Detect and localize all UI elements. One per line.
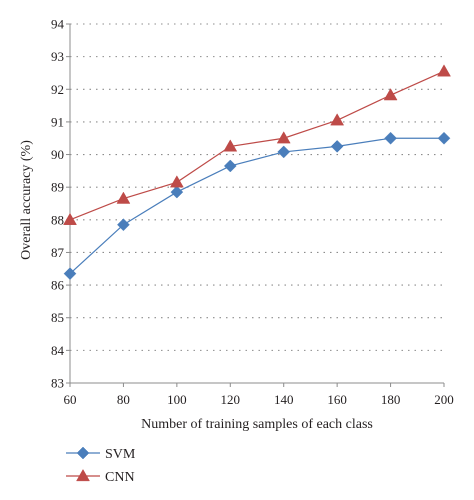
x-tick-label: 80 bbox=[117, 392, 130, 407]
y-tick-label: 90 bbox=[51, 147, 64, 162]
data-point-cnn bbox=[437, 64, 451, 77]
y-axis-title: Overall accuracy (%) bbox=[19, 140, 34, 260]
data-point-cnn bbox=[383, 88, 398, 101]
data-point-svm bbox=[277, 145, 291, 159]
data-point-svm bbox=[170, 185, 184, 199]
x-tick-label: 100 bbox=[167, 392, 187, 407]
x-tick-label: 180 bbox=[381, 392, 401, 407]
x-tick-label: 160 bbox=[327, 392, 347, 407]
y-tick-label: 87 bbox=[51, 245, 65, 260]
x-tick-label: 140 bbox=[274, 392, 294, 407]
data-point-cnn bbox=[169, 175, 184, 188]
legend-label-svm: SVM bbox=[105, 447, 136, 462]
y-tick-label: 93 bbox=[51, 49, 64, 64]
data-point-svm bbox=[330, 140, 344, 153]
y-tick-label: 92 bbox=[51, 82, 64, 97]
data-point-svm bbox=[384, 131, 397, 145]
y-tick-label: 86 bbox=[51, 278, 65, 293]
data-point-svm bbox=[117, 218, 130, 232]
y-tick-label: 83 bbox=[51, 376, 64, 391]
x-tick-label: 200 bbox=[434, 392, 454, 407]
data-point-cnn bbox=[63, 212, 77, 225]
y-tick-label: 94 bbox=[51, 17, 65, 32]
axes bbox=[66, 23, 445, 387]
legend-label-cnn: CNN bbox=[105, 470, 135, 485]
legend-item-cnn: CNN bbox=[66, 468, 135, 485]
series-svm bbox=[63, 131, 451, 281]
x-axis-title: Number of training samples of each class bbox=[141, 417, 373, 432]
data-point-svm bbox=[223, 159, 237, 173]
y-tick-label: 89 bbox=[51, 180, 64, 195]
data-point-cnn bbox=[276, 131, 291, 144]
series-line-cnn bbox=[69, 70, 445, 221]
data-point-cnn bbox=[330, 113, 345, 126]
data-point-svm bbox=[63, 267, 77, 281]
series-layer bbox=[63, 64, 451, 281]
data-point-cnn bbox=[116, 191, 131, 204]
y-tick-label: 84 bbox=[51, 343, 65, 358]
tick-labels: 83 84 85 86 87 88 89 90 91 92 93 94 60 80 100 120 140 160… bbox=[51, 17, 454, 408]
y-tick-label: 91 bbox=[51, 114, 64, 129]
legend-marker-cnn bbox=[76, 468, 90, 482]
gridlines bbox=[70, 23, 444, 351]
legend: SVM CNN bbox=[66, 446, 136, 485]
data-point-cnn bbox=[223, 139, 238, 152]
x-tick-label: 120 bbox=[221, 392, 241, 407]
y-tick-label: 85 bbox=[51, 310, 64, 325]
series-line-svm bbox=[69, 137, 444, 275]
x-tick-label: 60 bbox=[64, 392, 77, 407]
legend-item-svm: SVM bbox=[66, 446, 136, 462]
series-cnn bbox=[63, 64, 451, 225]
y-tick-label: 88 bbox=[51, 212, 64, 227]
data-point-svm bbox=[437, 131, 451, 145]
legend-marker-svm bbox=[76, 446, 90, 460]
